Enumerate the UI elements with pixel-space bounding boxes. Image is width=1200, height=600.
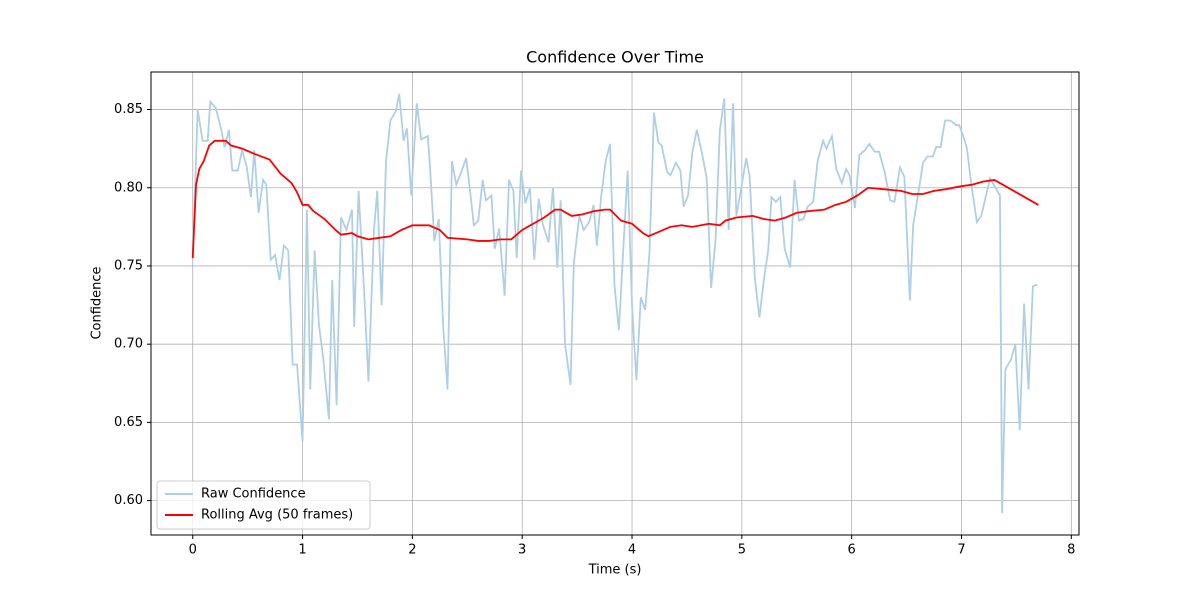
x-tick-label: 3 bbox=[518, 543, 526, 558]
x-axis-label: Time (s) bbox=[588, 563, 642, 578]
x-tick-label: 4 bbox=[628, 543, 636, 558]
y-tick-label: 0.75 bbox=[114, 258, 143, 273]
data-line bbox=[191, 139, 1039, 259]
y-tick-label: 0.85 bbox=[114, 102, 143, 117]
x-tick-label: 1 bbox=[298, 543, 306, 558]
y-tick-label: 0.80 bbox=[114, 180, 143, 195]
legend-box bbox=[156, 480, 371, 530]
plot-frame bbox=[150, 71, 1080, 536]
y-axis-label: Confidence bbox=[90, 266, 105, 339]
chart-title: Confidence Over Time bbox=[526, 48, 704, 67]
x-tick-label: 0 bbox=[189, 543, 197, 558]
x-tick-label: 7 bbox=[957, 543, 965, 558]
x-tick-label: 6 bbox=[848, 543, 856, 558]
x-tick-label: 8 bbox=[1067, 543, 1075, 558]
legend-label: Raw Confidence bbox=[201, 487, 306, 502]
x-tick-label: 2 bbox=[408, 543, 416, 558]
y-tick-label: 0.65 bbox=[114, 415, 143, 430]
y-tick-label: 0.70 bbox=[114, 337, 143, 352]
legend-label: Rolling Avg (50 frames) bbox=[201, 508, 353, 523]
y-tick-label: 0.60 bbox=[114, 493, 143, 508]
x-tick-label: 5 bbox=[738, 543, 746, 558]
